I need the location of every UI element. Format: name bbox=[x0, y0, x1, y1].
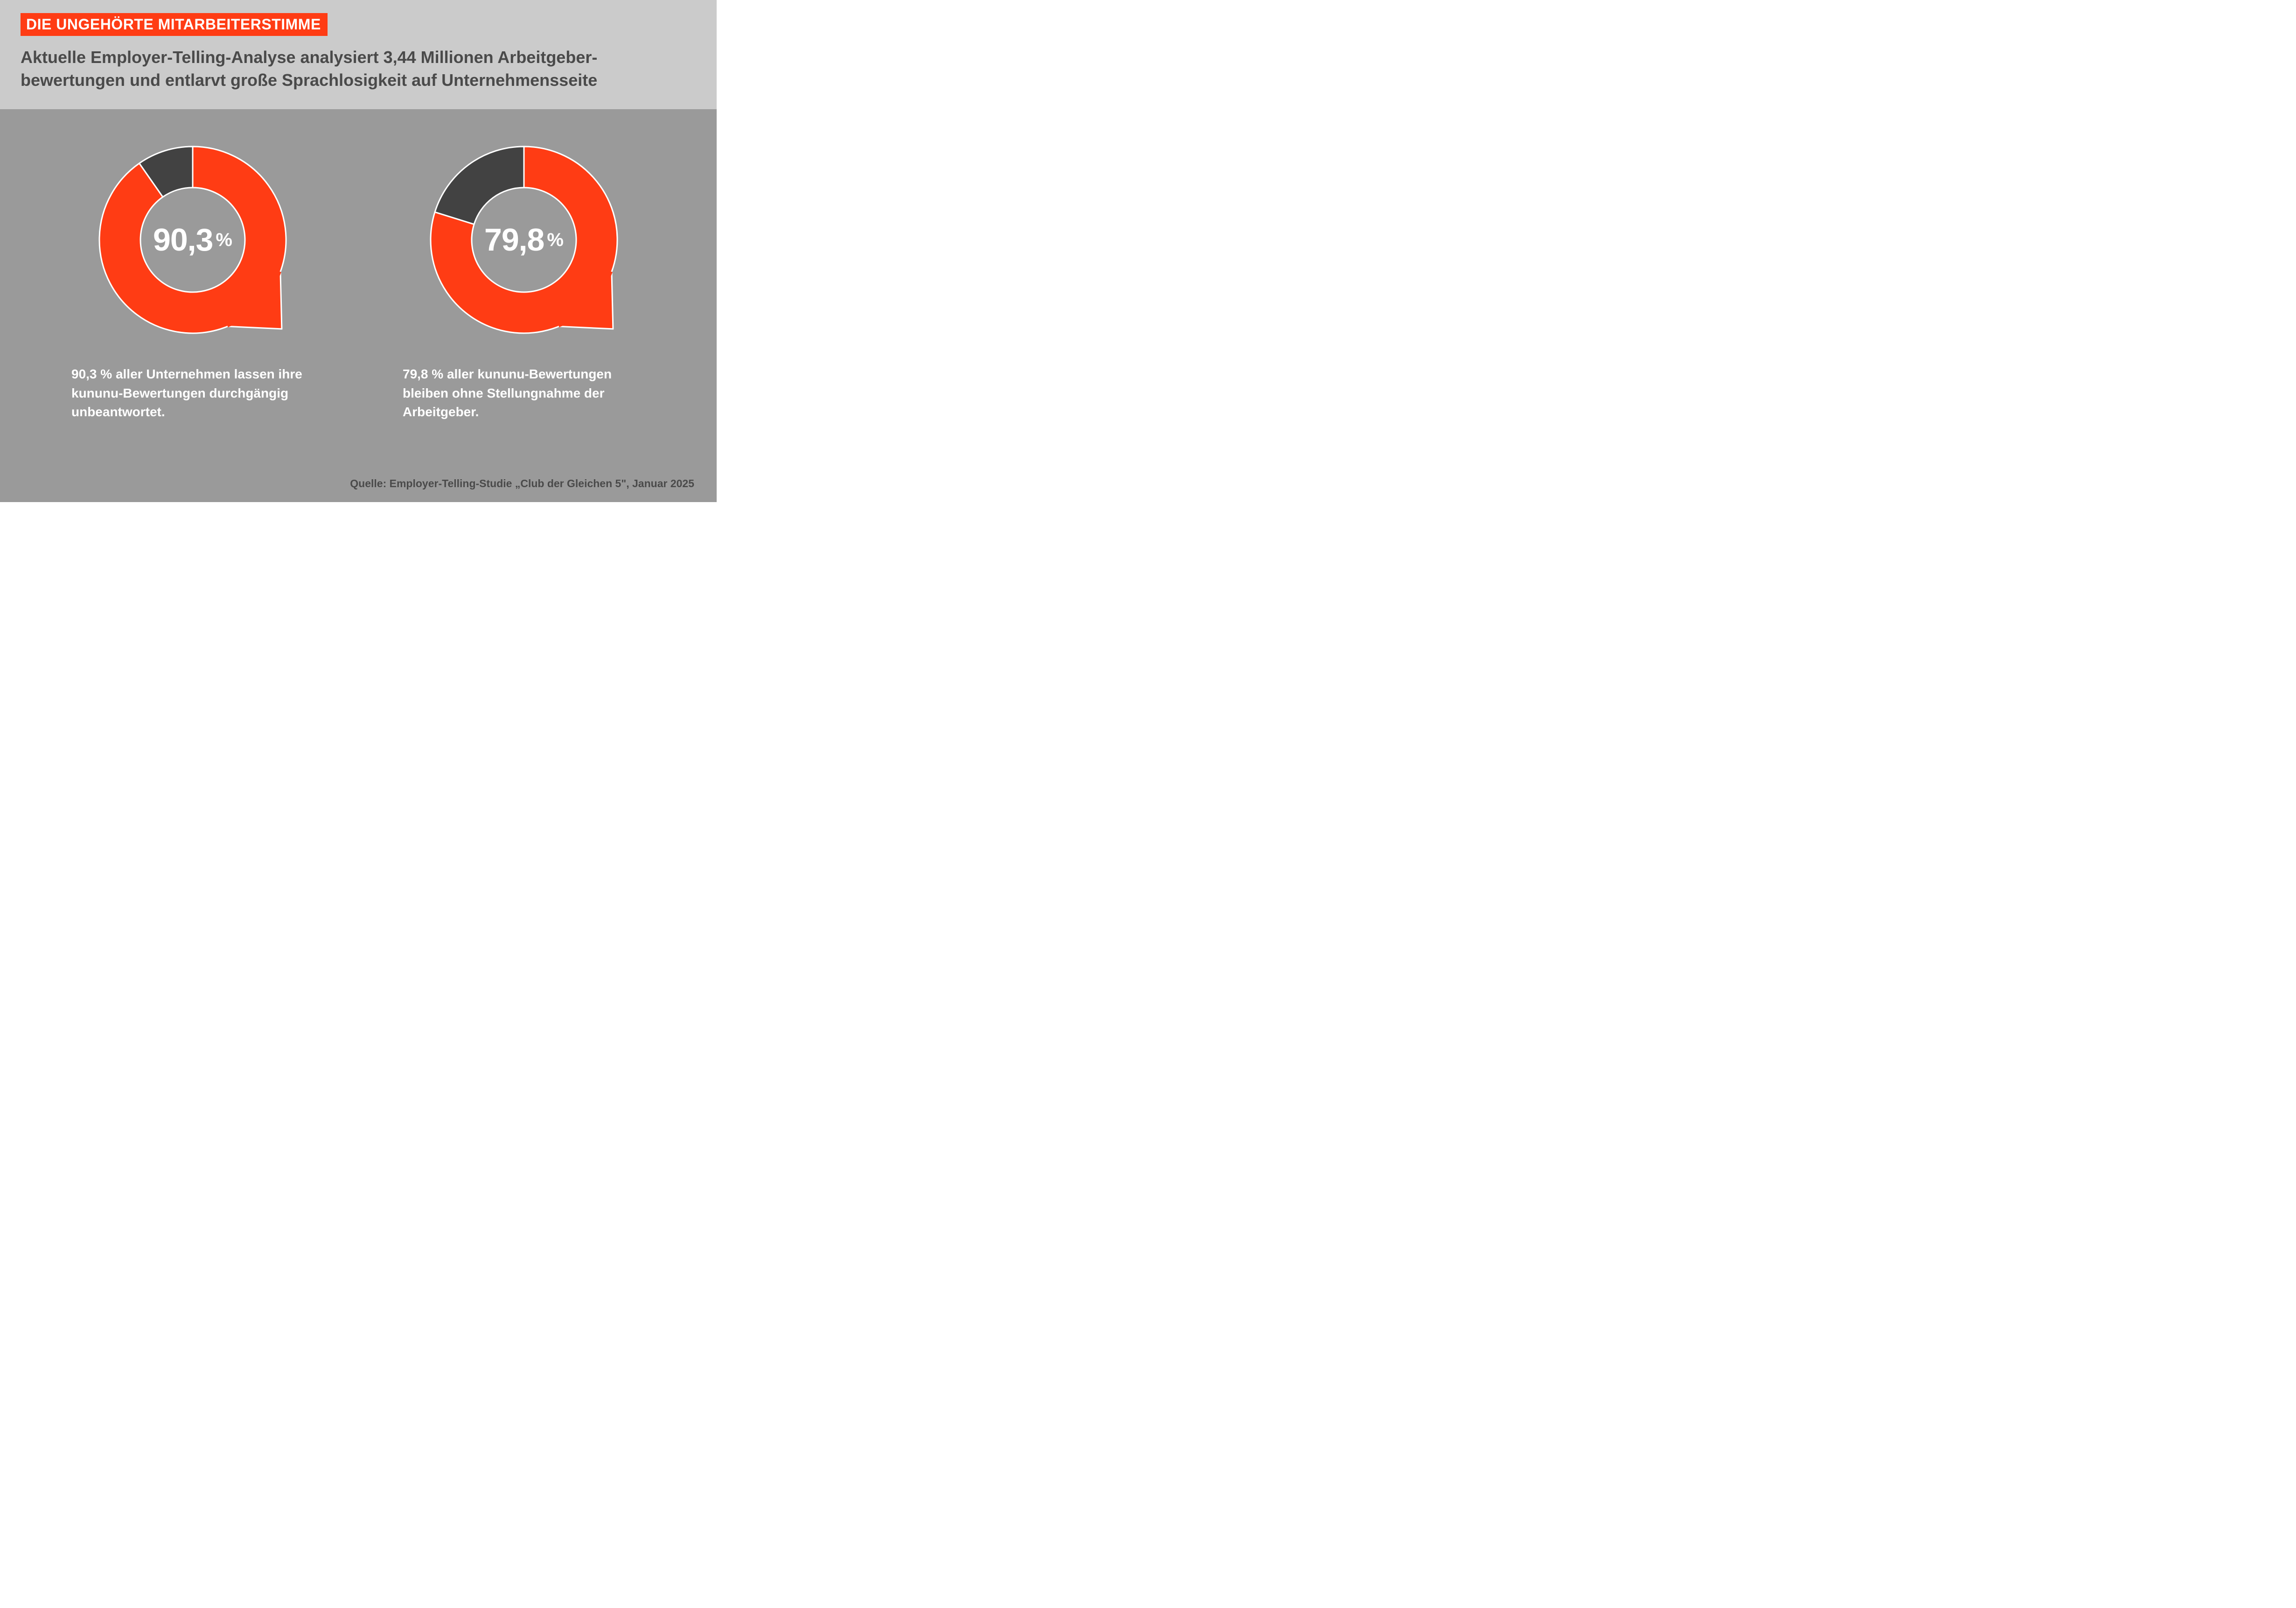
chart-caption-1: 90,3 % aller Unternehmen lassen ihre kun… bbox=[71, 365, 314, 422]
page-subtitle: Aktuelle Employer-Telling-Analyse analys… bbox=[21, 46, 692, 91]
charts-row: 90,3 % 90,3 % aller Unternehmen lassen i… bbox=[0, 109, 717, 422]
donut-value-2: 79,8 bbox=[484, 222, 544, 258]
infographic-page: DIE UNGEHÖRTE MITARBEITERSTIMME Aktuelle… bbox=[0, 0, 717, 502]
donut-unit-1: % bbox=[216, 230, 232, 251]
donut-center-label-1: 90,3 % bbox=[95, 142, 291, 338]
chart-1: 90,3 % 90,3 % aller Unternehmen lassen i… bbox=[71, 142, 314, 422]
donut-chart-1: 90,3 % bbox=[95, 142, 291, 357]
donut-unit-2: % bbox=[547, 230, 564, 251]
chart-caption-2: 79,8 % aller kununu-Bewertungen bleiben … bbox=[403, 365, 645, 422]
source-line: Quelle: Employer-Telling-Studie „Club de… bbox=[350, 477, 694, 490]
donut-value-1: 90,3 bbox=[153, 222, 213, 258]
header: DIE UNGEHÖRTE MITARBEITERSTIMME Aktuelle… bbox=[0, 0, 717, 109]
page-title: DIE UNGEHÖRTE MITARBEITERSTIMME bbox=[21, 13, 328, 36]
donut-center-label-2: 79,8 % bbox=[426, 142, 622, 338]
donut-chart-2: 79,8 % bbox=[426, 142, 622, 357]
chart-2: 79,8 % 79,8 % aller kununu-Bewertungen b… bbox=[403, 142, 645, 422]
